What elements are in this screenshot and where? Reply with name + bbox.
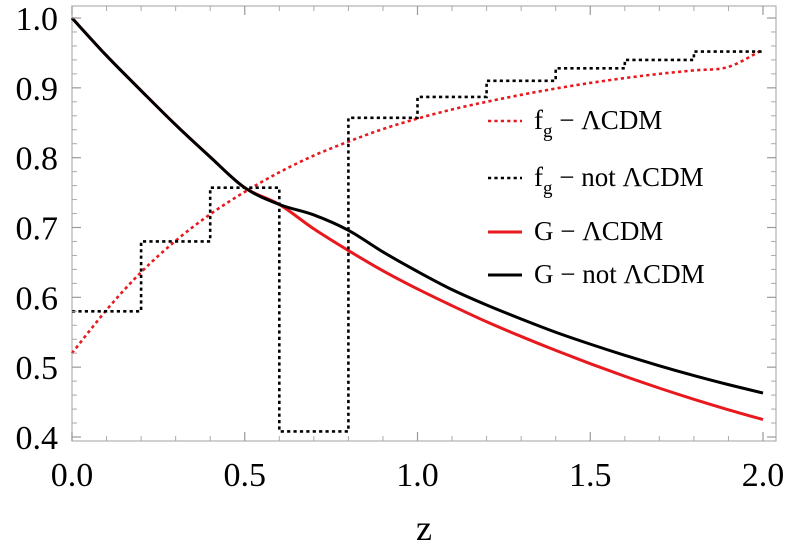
y-tick-label-5: 0.9 (16, 71, 59, 108)
series-line-3 (70, 16, 764, 395)
x-axis-title: z (416, 508, 432, 548)
legend-label-rest: − not ΛCDM (554, 259, 705, 289)
x-tick-label-2: 1.0 (396, 457, 439, 494)
y-tick-label-2: 0.6 (16, 280, 59, 317)
y-tick-label-3: 0.7 (16, 211, 59, 248)
series-layer (70, 16, 764, 433)
legend-label-main: G (534, 259, 554, 289)
legend-label-0: fg − ΛCDM (534, 105, 662, 142)
legend-label-sub: g (543, 178, 553, 199)
x-tick-label-4: 2.0 (742, 457, 785, 494)
legend-label-sub: g (543, 121, 553, 142)
legend-label-main: f (534, 162, 543, 192)
series-line-0 (70, 48, 764, 355)
legend-label-rest: − not ΛCDM (553, 162, 704, 192)
legend-label-rest: − ΛCDM (554, 216, 664, 246)
plot-frame (71, 5, 777, 442)
legend-label-1: fg − not ΛCDM (534, 162, 704, 199)
legend-label-main: f (534, 105, 543, 135)
series-line-1 (72, 50, 763, 433)
legend-label-2: G − ΛCDM (534, 216, 663, 246)
y-tick-label-6: 1.0 (16, 1, 59, 38)
legend-label-main: G (534, 216, 554, 246)
y-tick-label-4: 0.8 (16, 141, 59, 178)
x-tick-label-0: 0.0 (51, 457, 94, 494)
axes-layer: 0.0 0.5 1.0 1.5 2.0 0.4 0.5 0.6 0.7 0.8 0.9 1.0 (16, 1, 785, 494)
x-tick-label-1: 0.5 (224, 457, 267, 494)
y-tick-label-1: 0.5 (16, 350, 59, 387)
legend-label-3: G − not ΛCDM (534, 259, 705, 289)
y-tick-label-0: 0.4 (16, 420, 59, 457)
legend-label-rest: − ΛCDM (553, 105, 663, 135)
x-tick-label-3: 1.5 (569, 457, 612, 494)
